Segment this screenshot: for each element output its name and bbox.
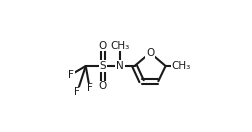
Text: O: O	[146, 48, 154, 58]
Text: O: O	[99, 41, 107, 51]
Text: CH₃: CH₃	[172, 61, 191, 71]
Text: O: O	[99, 81, 107, 91]
Text: F: F	[68, 70, 74, 80]
Text: F: F	[87, 83, 93, 93]
Text: CH₃: CH₃	[110, 41, 130, 51]
Text: F: F	[74, 87, 80, 97]
Text: S: S	[100, 61, 106, 71]
Text: N: N	[116, 61, 124, 71]
